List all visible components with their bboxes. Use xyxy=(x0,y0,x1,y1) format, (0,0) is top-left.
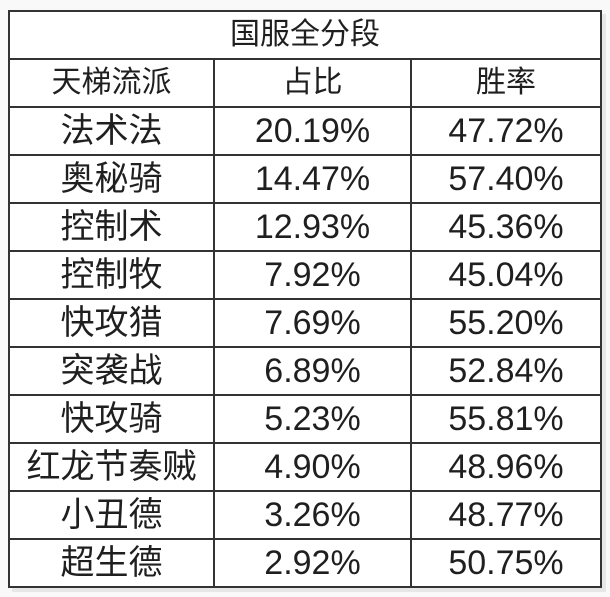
table-row: 控制牧 7.92% 45.04% xyxy=(8,250,603,300)
table-row: 快攻骑 5.23% 55.81% xyxy=(8,394,603,444)
deck-name-cell: 法术法 xyxy=(8,106,215,156)
table-row: 控制术 12.93% 45.36% xyxy=(8,202,603,252)
table-row: 超生德 2.92% 50.75% xyxy=(8,538,603,588)
column-header-share: 占比 xyxy=(213,58,412,108)
deck-name-cell: 快攻猎 xyxy=(8,298,215,348)
share-cell: 3.26% xyxy=(213,490,412,540)
table-row: 红龙节奏贼 4.90% 48.96% xyxy=(8,442,603,492)
share-cell: 2.92% xyxy=(213,538,412,588)
table-row: 小丑德 3.26% 48.77% xyxy=(8,490,603,540)
title-row: 国服全分段 xyxy=(7,10,603,60)
deck-name-cell: 快攻骑 xyxy=(8,394,215,444)
table-row: 突袭战 6.89% 52.84% xyxy=(8,346,603,396)
table-row: 法术法 20.19% 47.72% xyxy=(8,106,603,156)
winrate-cell: 48.96% xyxy=(409,442,603,492)
table-row: 快攻猎 7.69% 55.20% xyxy=(8,298,603,348)
deck-name-cell: 超生德 xyxy=(8,538,215,588)
deck-name-cell: 小丑德 xyxy=(8,490,215,540)
share-cell: 7.92% xyxy=(213,250,412,300)
winrate-cell: 48.77% xyxy=(409,490,603,540)
winrate-cell: 57.40% xyxy=(409,154,603,204)
column-header-winrate: 胜率 xyxy=(409,58,603,108)
deck-name-cell: 突袭战 xyxy=(8,346,215,396)
deck-name-cell: 红龙节奏贼 xyxy=(8,442,215,492)
share-cell: 5.23% xyxy=(213,394,412,444)
share-cell: 6.89% xyxy=(213,346,412,396)
share-cell: 12.93% xyxy=(213,202,412,252)
deck-name-cell: 奥秘骑 xyxy=(8,154,215,204)
deck-name-cell: 控制术 xyxy=(8,202,215,252)
winrate-cell: 55.20% xyxy=(409,298,603,348)
column-header-archetype: 天梯流派 xyxy=(8,58,215,108)
winrate-cell: 45.36% xyxy=(409,202,603,252)
share-cell: 14.47% xyxy=(213,154,412,204)
table-row: 奥秘骑 14.47% 57.40% xyxy=(8,154,603,204)
deck-name-cell: 控制牧 xyxy=(8,250,215,300)
winrate-cell: 55.81% xyxy=(409,394,603,444)
ladder-stats-table: 国服全分段 天梯流派 占比 胜率 法术法 20.19% 47.72% 奥秘骑 1… xyxy=(7,10,603,588)
winrate-cell: 47.72% xyxy=(409,106,603,156)
share-cell: 7.69% xyxy=(213,298,412,348)
share-cell: 4.90% xyxy=(213,442,412,492)
winrate-cell: 45.04% xyxy=(409,250,603,300)
header-row: 天梯流派 占比 胜率 xyxy=(8,58,603,108)
winrate-cell: 52.84% xyxy=(409,346,603,396)
table-title: 国服全分段 xyxy=(7,10,603,60)
winrate-cell: 50.75% xyxy=(409,538,603,588)
share-cell: 20.19% xyxy=(213,106,412,156)
